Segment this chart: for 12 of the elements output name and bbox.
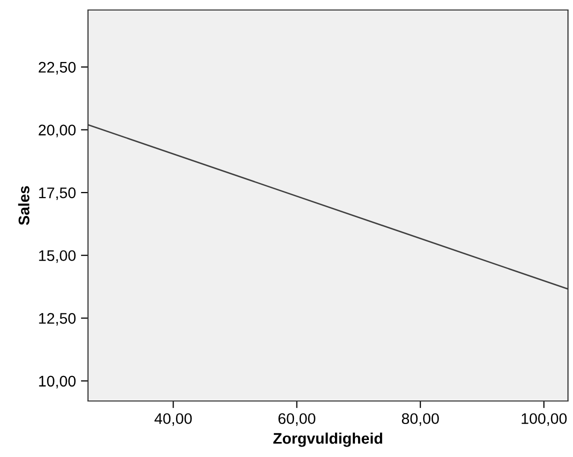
x-axis-title: Zorgvuldigheid bbox=[273, 432, 382, 447]
y-tick-label: 17,50 bbox=[39, 187, 76, 200]
x-tick-label: 100,00 bbox=[522, 413, 567, 426]
y-tick-label: 12,50 bbox=[39, 312, 76, 326]
y-tick-label: 22,50 bbox=[38, 62, 76, 74]
x-tick-label: 40,00 bbox=[154, 413, 192, 426]
x-tick-label: 80,00 bbox=[402, 413, 439, 426]
y-tick-label: 15,00 bbox=[39, 250, 76, 263]
y-axis-title: Sales bbox=[18, 186, 30, 226]
x-tick-label: 60,00 bbox=[278, 413, 316, 426]
y-tick-label: 20,00 bbox=[38, 124, 76, 138]
y-tick-label: 10,00 bbox=[39, 376, 76, 388]
